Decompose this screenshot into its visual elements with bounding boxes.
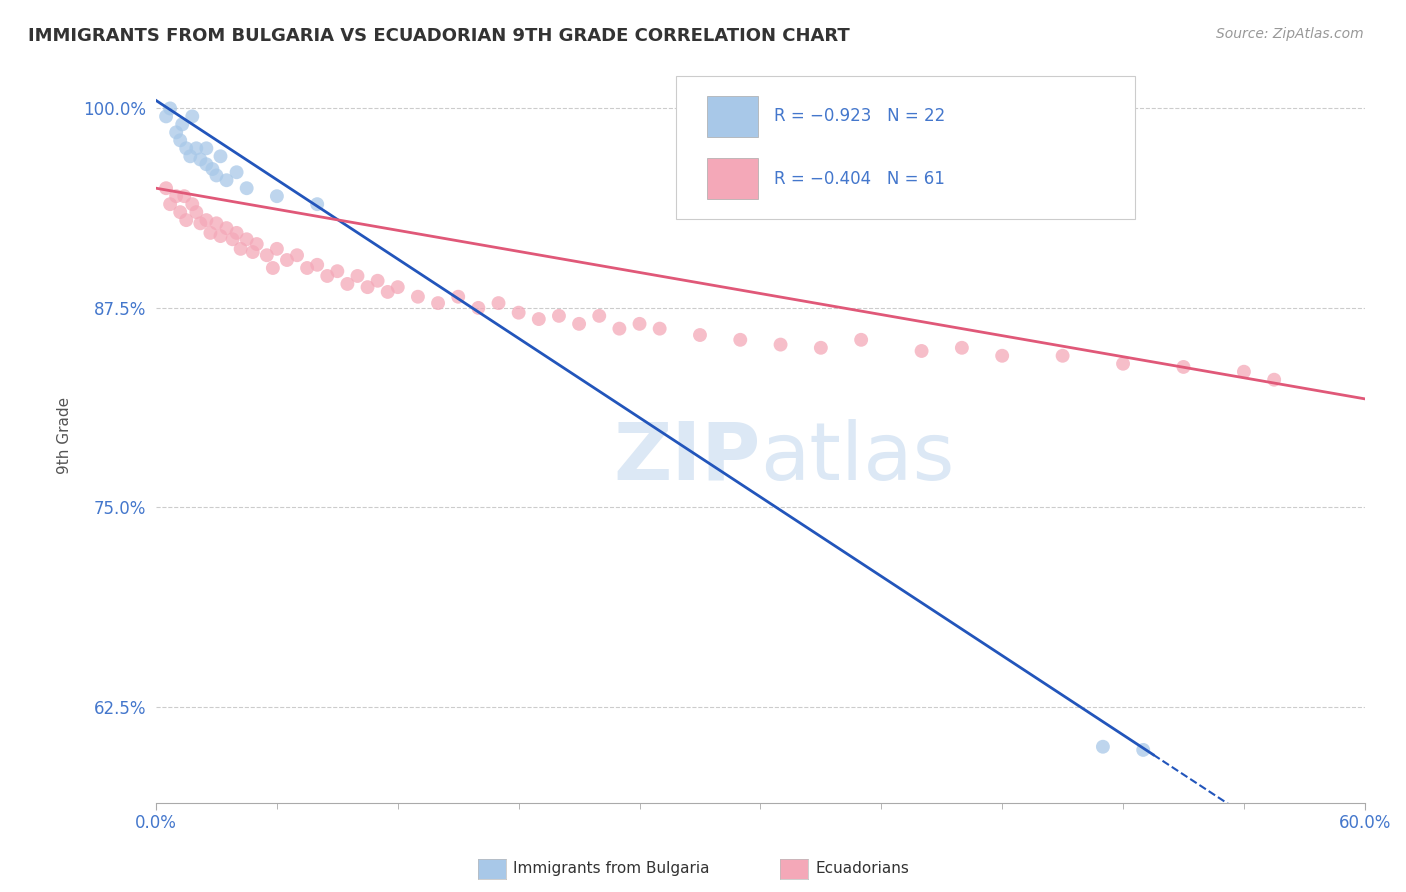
Point (200, 226, 222, 240)
Point (173, 189, 195, 203)
Point (155, 181, 177, 195)
Point (266, 242, 288, 256)
Point (548, 309, 571, 323)
Text: ZIP: ZIP (613, 418, 761, 497)
Point (316, 268, 339, 283)
Point (235, 181, 257, 195)
Point (225, 226, 247, 240)
Point (356, 280, 378, 294)
FancyBboxPatch shape (676, 76, 1135, 219)
Point (246, 237, 269, 252)
Point (730, 333, 752, 347)
FancyBboxPatch shape (707, 158, 758, 199)
Point (188, 216, 211, 230)
Text: R = −0.923   N = 22: R = −0.923 N = 22 (773, 107, 945, 125)
Point (950, 341, 973, 355)
Point (447, 290, 470, 304)
Point (159, 197, 181, 211)
Point (769, 337, 792, 351)
Point (262, 260, 284, 275)
Point (179, 149, 201, 163)
Point (346, 268, 368, 283)
Point (488, 296, 510, 310)
Point (159, 102, 181, 116)
Point (609, 321, 631, 335)
Point (367, 274, 389, 288)
Point (201, 162, 224, 177)
Point (195, 141, 218, 155)
Point (205, 216, 228, 230)
Point (242, 245, 264, 260)
Text: atlas: atlas (761, 418, 955, 497)
Text: IMMIGRANTS FROM BULGARIA VS ECUADORIAN 9TH GRADE CORRELATION CHART: IMMIGRANTS FROM BULGARIA VS ECUADORIAN 9… (28, 27, 849, 45)
Point (174, 213, 197, 227)
Point (689, 328, 711, 343)
Point (326, 264, 349, 278)
Text: Ecuadorians: Ecuadorians (815, 862, 910, 876)
Point (628, 317, 651, 331)
Text: R = −0.404   N = 61: R = −0.404 N = 61 (773, 169, 945, 187)
Point (205, 169, 228, 183)
Point (295, 260, 318, 275)
Point (991, 349, 1014, 363)
Point (1233, 365, 1256, 379)
Point (209, 229, 232, 244)
Point (285, 248, 308, 262)
Point (910, 343, 932, 358)
Point (1112, 357, 1135, 371)
Point (849, 333, 872, 347)
Point (221, 232, 243, 246)
Point (172, 117, 194, 131)
Y-axis label: 9th Grade: 9th Grade (58, 397, 72, 475)
Point (406, 290, 429, 304)
Point (568, 317, 591, 331)
Point (336, 277, 359, 291)
Point (1173, 359, 1195, 374)
Point (235, 232, 257, 246)
Point (195, 157, 218, 171)
Point (256, 248, 278, 262)
Point (155, 109, 177, 123)
Point (181, 197, 204, 211)
Point (1052, 349, 1074, 363)
Point (648, 321, 671, 335)
FancyBboxPatch shape (707, 95, 758, 136)
Text: Immigrants from Bulgaria: Immigrants from Bulgaria (513, 862, 710, 876)
Point (186, 205, 208, 219)
Point (1132, 743, 1154, 757)
Point (508, 306, 530, 320)
Point (810, 341, 832, 355)
Point (276, 252, 298, 267)
Point (165, 125, 187, 139)
Point (195, 213, 218, 227)
Point (588, 309, 610, 323)
Point (377, 285, 399, 299)
Point (427, 296, 450, 310)
Point (307, 197, 329, 211)
Point (1263, 373, 1285, 387)
Point (387, 280, 409, 294)
Point (186, 141, 208, 155)
Point (215, 173, 238, 187)
Point (169, 133, 191, 147)
Point (307, 258, 329, 272)
Point (527, 312, 550, 326)
Text: Source: ZipAtlas.com: Source: ZipAtlas.com (1216, 27, 1364, 41)
Point (188, 153, 211, 167)
Point (266, 189, 288, 203)
Point (169, 205, 191, 219)
Point (1091, 739, 1114, 754)
Point (215, 221, 238, 235)
Point (229, 242, 252, 256)
Point (467, 301, 489, 315)
Point (174, 141, 197, 155)
Point (225, 165, 247, 179)
Point (209, 149, 232, 163)
Point (165, 189, 187, 203)
Point (181, 109, 204, 123)
